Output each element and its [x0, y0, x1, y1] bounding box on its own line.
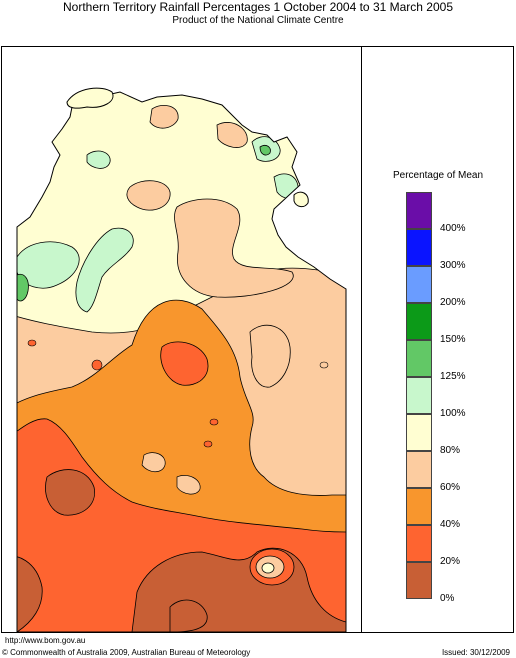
legend-label: 150%: [440, 334, 466, 345]
legend-swatch: [406, 303, 432, 340]
map-subtitle: Product of the National Climate Centre: [172, 15, 344, 26]
zone-60-80-nw-patch: [126, 180, 171, 211]
legend-label: 40%: [440, 519, 461, 530]
legend-label: 400%: [440, 223, 466, 234]
legend-swatch: [406, 488, 432, 525]
legend-label: 60%: [440, 482, 461, 493]
issued-date: Issued: 30/12/2009: [441, 648, 510, 657]
legend-label: 125%: [440, 371, 466, 382]
zone-dot-1: [91, 359, 103, 371]
source-url: http://www.bom.gov.au: [5, 636, 86, 645]
legend-swatch: [406, 414, 432, 451]
zone-bullseye-inner: [261, 562, 275, 574]
zone-20-40-central: [160, 341, 209, 386]
zone-100-125-nw: [17, 241, 80, 289]
zone-60-80-small-1: [141, 452, 166, 473]
zone-60-80-east-lobe: [249, 324, 291, 388]
legend-swatch: [406, 525, 432, 562]
island-melville: [66, 87, 114, 109]
island-groote: [293, 191, 309, 208]
legend-swatch: [406, 192, 432, 229]
zone-dot-3: [203, 440, 213, 448]
zone-60-80-coast-patch: [149, 104, 179, 129]
legend-swatch: [406, 377, 432, 414]
legend-swatch: [406, 229, 432, 266]
zone-125-150-ne: [259, 145, 271, 156]
zone-60-80-north-patch: [174, 198, 294, 298]
territory-outline: [16, 91, 347, 632]
legend-label: 20%: [440, 556, 461, 567]
zone-dot-2: [209, 418, 219, 426]
zone-60-80-ne-patch: [216, 122, 248, 148]
copyright-notice: © Commonwealth of Australia 2009, Austra…: [2, 648, 251, 657]
legend-swatch: [406, 451, 432, 488]
legend-label: 200%: [440, 297, 466, 308]
map-frame: [1, 46, 514, 633]
legend-label: 80%: [440, 445, 461, 456]
zone-0-20-sw: [17, 555, 43, 632]
legend-swatch: [406, 340, 432, 377]
zone-dot-4: [27, 339, 37, 347]
panel-divider: [361, 47, 362, 632]
legend-label: 100%: [440, 408, 466, 419]
zone-100-125-coast: [86, 150, 111, 169]
legend-title: Percentage of Mean: [392, 170, 484, 181]
legend-label: 300%: [440, 260, 466, 271]
legend-color-bar: [406, 192, 432, 599]
legend-swatch: [406, 562, 432, 599]
zone-60-80-small-2: [176, 475, 201, 495]
map-title: Northern Territory Rainfall Percentages …: [63, 0, 453, 14]
rainfall-map-svg: [16, 87, 347, 632]
legend-swatch: [406, 266, 432, 303]
zone-dot-5: [319, 361, 329, 369]
rainfall-map: [2, 47, 361, 632]
zone-100-125-west-channel: [75, 227, 134, 313]
zone-0-20-west: [45, 469, 95, 516]
legend-label: 0%: [440, 593, 455, 604]
zone-125-150-west: [17, 273, 29, 302]
